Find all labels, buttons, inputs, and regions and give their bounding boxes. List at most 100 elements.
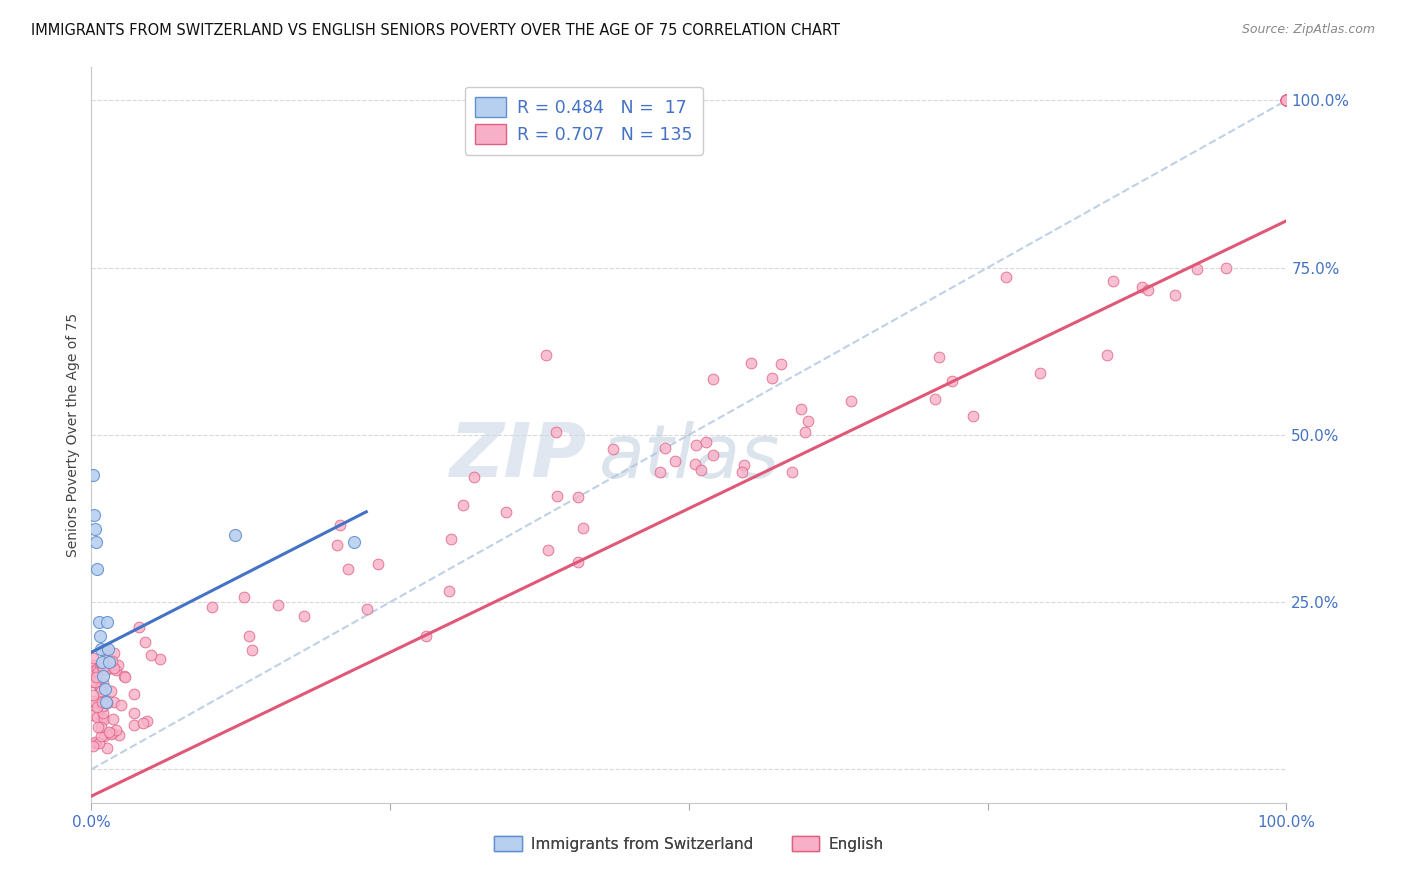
Point [90, 656, 112, 670]
Point [90, 684, 112, 698]
Point [84, 737, 107, 751]
Point [110, 698, 132, 712]
Point [1275, 93, 1298, 107]
Point [103, 695, 125, 709]
Point [1275, 93, 1298, 107]
Point [571, 520, 593, 534]
Text: IMMIGRANTS FROM SWITZERLAND VS ENGLISH SENIORS POVERTY OVER THE AGE OF 75 CORREL: IMMIGRANTS FROM SWITZERLAND VS ENGLISH S… [31, 23, 839, 38]
Point [112, 669, 135, 683]
Point [841, 394, 863, 409]
Point [82, 739, 104, 753]
Point [84, 674, 107, 689]
Point [702, 372, 724, 386]
Point [1130, 280, 1153, 294]
Point [97, 642, 120, 657]
Point [924, 392, 946, 407]
Point [87, 720, 110, 734]
Point [329, 517, 352, 532]
Point [690, 462, 713, 476]
Point [780, 465, 803, 479]
Y-axis label: Seniors Poverty Over the Age of 75: Seniors Poverty Over the Age of 75 [66, 313, 80, 557]
Point [93, 660, 115, 674]
Point [740, 356, 762, 370]
Point [794, 425, 817, 439]
Point [83, 694, 105, 708]
Point [93, 712, 115, 726]
Point [86, 562, 108, 576]
Point [149, 652, 172, 666]
Point [761, 370, 783, 384]
Point [695, 434, 717, 449]
Point [122, 718, 145, 732]
Point [82, 650, 104, 665]
Point [91, 675, 114, 690]
Point [105, 663, 128, 677]
Point [107, 728, 129, 742]
Point [97, 662, 120, 676]
Point [89, 628, 111, 642]
Point [1185, 262, 1208, 277]
Point [685, 437, 707, 451]
Point [101, 654, 124, 668]
Point [440, 532, 463, 546]
Point [101, 712, 124, 726]
Point [326, 538, 349, 552]
Point [1275, 93, 1298, 107]
Point [98, 655, 121, 669]
Point [100, 725, 122, 739]
Point [769, 357, 792, 371]
Point [87, 665, 110, 680]
Point [1097, 347, 1119, 362]
Point [1275, 93, 1298, 107]
Text: atlas: atlas [599, 421, 780, 493]
Point [546, 490, 568, 504]
Point [94, 696, 117, 710]
Point [233, 590, 256, 604]
Point [292, 609, 315, 624]
Point [82, 707, 104, 722]
Point [96, 741, 118, 756]
Point [86, 709, 108, 723]
Point [683, 458, 706, 472]
Point [96, 696, 118, 710]
Point [100, 727, 122, 741]
Point [648, 465, 671, 479]
Point [415, 628, 437, 642]
Point [96, 615, 118, 630]
Point [91, 655, 114, 669]
Point [1275, 93, 1298, 107]
Point [367, 557, 389, 571]
Point [89, 696, 111, 710]
Point [437, 583, 460, 598]
Point [962, 409, 984, 423]
Point [343, 534, 366, 549]
Point [141, 648, 163, 662]
Point [1275, 93, 1298, 107]
Point [534, 347, 557, 362]
Point [356, 601, 378, 615]
Point [1102, 274, 1125, 288]
Point [82, 665, 104, 679]
Point [654, 441, 676, 455]
Point [82, 688, 104, 702]
Point [93, 642, 115, 657]
Point [797, 414, 820, 428]
Point [224, 528, 246, 542]
Point [103, 661, 125, 675]
Point [91, 658, 114, 673]
Point [1275, 93, 1298, 107]
Point [136, 714, 159, 729]
Point [114, 671, 136, 685]
Legend: Immigrants from Switzerland, English: Immigrants from Switzerland, English [488, 830, 890, 858]
Point [86, 699, 108, 714]
Point [941, 375, 963, 389]
Point [100, 684, 122, 698]
Point [730, 465, 752, 479]
Point [1164, 288, 1187, 302]
Point [84, 534, 107, 549]
Point [82, 657, 104, 672]
Point [733, 458, 755, 472]
Point [90, 729, 112, 743]
Point [93, 669, 114, 683]
Point [995, 269, 1018, 284]
